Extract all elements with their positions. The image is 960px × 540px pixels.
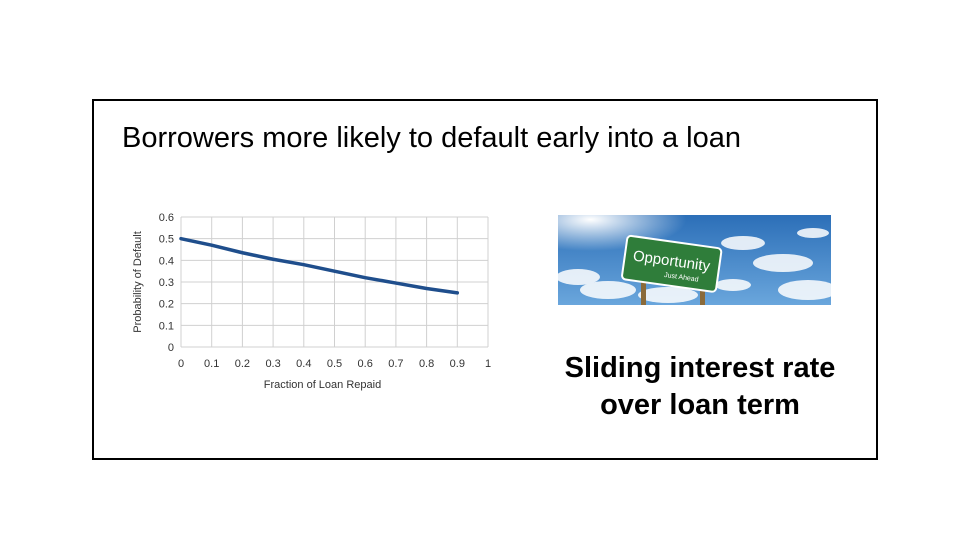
x-tick-label: 0.2 [235, 358, 250, 370]
y-tick-label: 0.2 [159, 299, 174, 311]
y-axis-label: Probability of Default [132, 231, 144, 333]
x-tick-label: 0.8 [419, 358, 434, 370]
x-tick-label: 1 [485, 358, 491, 370]
opportunity-sign-icon: Opportunity Just Ahead [558, 215, 831, 305]
default-probability-chart: 0 0.1 0.2 0.3 0.4 0.5 0.6 0.7 0.8 0.9 1 0 0.1 0.2 0.3 0… [132, 212, 491, 391]
y-tick-label: 0.6 [159, 212, 174, 224]
caption-line-1: Sliding interest rate [564, 352, 836, 384]
slide-caption: Sliding interest rate over loan term [540, 350, 860, 424]
x-tick-label: 0.4 [296, 358, 311, 370]
y-tick-label: 0.1 [159, 320, 174, 332]
x-tick-label: 0 [178, 358, 184, 370]
x-tick-label: 0.9 [450, 358, 465, 370]
x-axis-label: Fraction of Loan Repaid [264, 379, 381, 391]
x-tick-label: 0.1 [204, 358, 219, 370]
y-tick-label: 0 [168, 342, 174, 354]
series-line [179, 236, 460, 295]
y-tick-label: 0.5 [159, 234, 174, 246]
x-tick-label: 0.6 [358, 358, 373, 370]
caption-line-2: over loan term [600, 389, 800, 421]
x-tick-label: 0.5 [327, 358, 342, 370]
slide-frame [92, 99, 878, 460]
y-tick-label: 0.4 [159, 255, 174, 267]
svg-text:Just Ahead: Just Ahead [664, 272, 699, 284]
opportunity-sign-photo: Opportunity Just Ahead [558, 215, 831, 305]
x-tick-label: 0.7 [388, 358, 403, 370]
x-tick-label: 0.3 [265, 358, 280, 370]
slide-headline: Borrowers more likely to default early i… [122, 122, 741, 154]
y-tick-label: 0.3 [159, 277, 174, 289]
